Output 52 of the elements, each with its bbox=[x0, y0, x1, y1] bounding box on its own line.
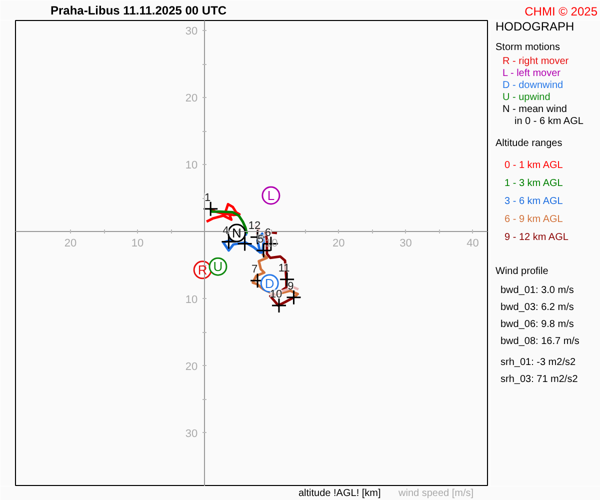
x-axis-title: wind speed [m/s] bbox=[398, 488, 474, 499]
y-tick-label: 10 bbox=[185, 160, 198, 172]
text: N - mean wind in 0 - 6 km AGL bbox=[502, 104, 584, 127]
data-label: R bbox=[198, 262, 208, 278]
text: 3 - 6 km AGL bbox=[504, 196, 564, 207]
text: bwd_03: 6.2 m/s bbox=[500, 302, 574, 313]
data-label: U bbox=[213, 259, 223, 274]
y-tick-label: 20 bbox=[185, 360, 198, 373]
text: srh_03: 71 m2/s2 bbox=[500, 374, 578, 385]
text: Altitude ranges bbox=[496, 138, 562, 149]
annotation: 11 bbox=[278, 262, 290, 274]
text: bwd_01: 3.0 m/s bbox=[500, 285, 574, 296]
text: srh_01: -3 m2/s2 bbox=[500, 357, 576, 368]
annotation: 5 bbox=[258, 233, 264, 246]
data-label: L bbox=[267, 188, 275, 203]
data-label: D bbox=[264, 276, 274, 291]
text: Storm motions bbox=[496, 42, 560, 53]
text: HODOGRAPH bbox=[496, 20, 574, 34]
x-tick-label: 40 bbox=[466, 238, 479, 250]
text: 9 - 12 km AGL bbox=[504, 232, 569, 243]
point bbox=[237, 236, 253, 252]
point bbox=[202, 201, 218, 217]
text: 6 - 9 km AGL bbox=[504, 214, 564, 225]
text: Wind profile bbox=[496, 266, 549, 277]
text: 1 - 3 km AGL bbox=[504, 178, 564, 189]
text: D - downwind bbox=[502, 80, 564, 91]
text: 0 - 1 km AGL bbox=[504, 160, 564, 171]
data-label: N bbox=[232, 226, 242, 241]
x-tick-label: 30 bbox=[400, 238, 412, 250]
text: L - left mover bbox=[502, 68, 562, 79]
x-tick-label: 20 bbox=[64, 238, 77, 250]
point bbox=[271, 298, 287, 314]
annotation: 9 bbox=[288, 280, 294, 292]
annotation: 4 bbox=[222, 224, 229, 237]
annotation: 1 bbox=[204, 192, 211, 204]
text: R - right mover bbox=[502, 56, 570, 67]
annotation: 7 bbox=[251, 264, 258, 276]
annotation: 6 bbox=[264, 226, 272, 239]
x-tick-label: 20 bbox=[332, 238, 345, 250]
y-tick-label: 30 bbox=[185, 428, 198, 440]
text: CHMI © 2025 bbox=[524, 4, 598, 18]
text: U - upwind bbox=[502, 92, 550, 103]
text: bwd_08: 16.7 m/s bbox=[500, 336, 580, 347]
x-tick-label: 10 bbox=[265, 238, 278, 250]
text: bwd_06: 9.8 m/s bbox=[500, 319, 574, 330]
text: altitude !AGL! [km] bbox=[298, 488, 381, 499]
y-tick-label: 20 bbox=[185, 92, 198, 105]
y-tick-label: 30 bbox=[185, 26, 198, 38]
x-tick-label: 10 bbox=[131, 238, 144, 250]
y-tick-label: 10 bbox=[185, 294, 198, 306]
point bbox=[286, 290, 302, 306]
chart-title: Praha-Libus 11.11.2025 00 UTC bbox=[50, 4, 227, 18]
